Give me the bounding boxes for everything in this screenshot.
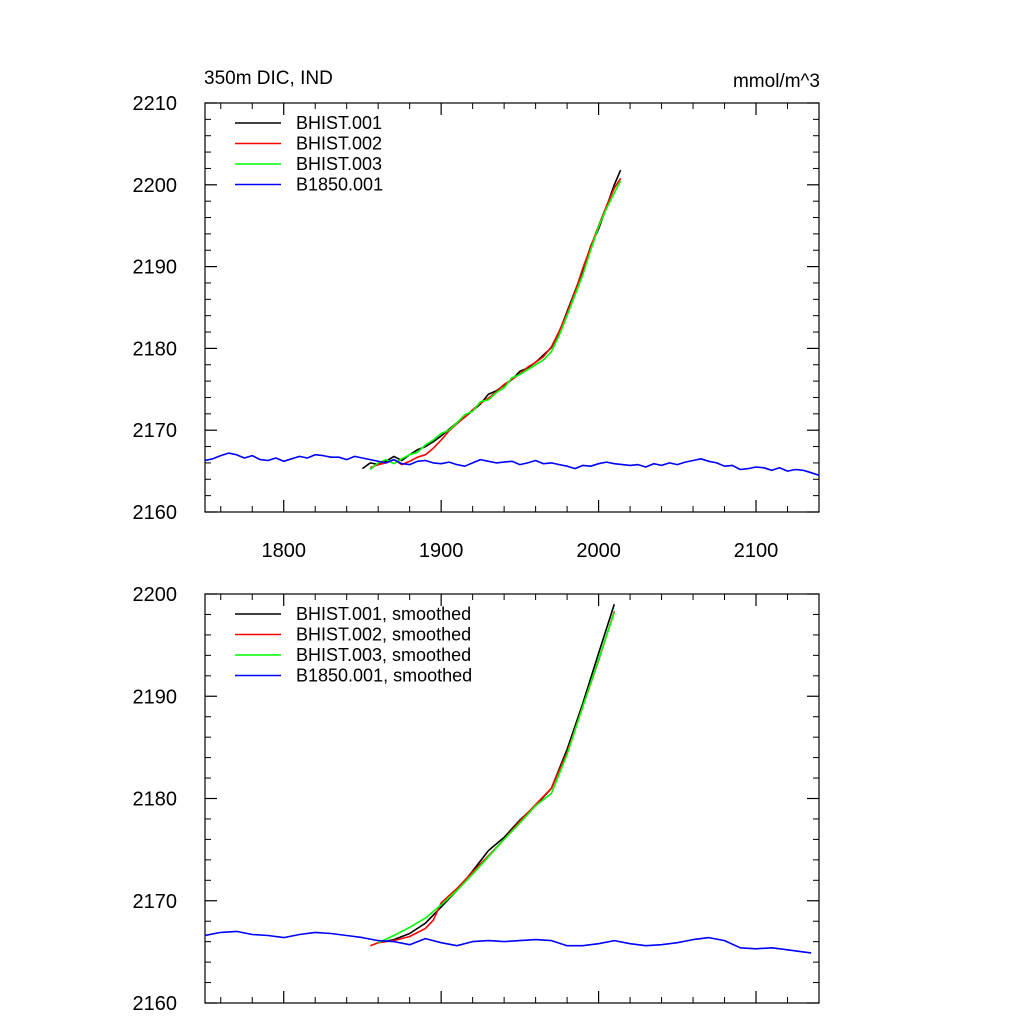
y-tick-label: 2190 [133,257,178,279]
legend-label: BHIST.001, smoothed [296,604,471,624]
x-tick-label: 1800 [261,540,306,562]
legend-label: BHIST.002 [296,134,382,154]
x-tick-label: 1900 [419,540,464,562]
y-tick-label: 2170 [133,891,178,913]
y-tick-label: 2190 [133,686,178,708]
series-line-bhist-001 [361,169,622,470]
legend-label: BHIST.003, smoothed [296,645,471,665]
series-line-bhist-003-smoothed [377,612,616,944]
series-line-bhist-003 [369,180,622,471]
series-line-b1850-001 [205,452,819,476]
y-tick-label: 2170 [133,420,178,442]
y-tick-label: 2160 [133,502,178,524]
x-tick-label: 2000 [576,540,621,562]
legend-label: BHIST.002, smoothed [296,625,471,645]
top-panel: 350m DIC, IND mmol/m^3 1800 1900 2000 2100 2… [133,68,821,562]
x-tick-label: 2100 [734,540,779,562]
y-tick-label: 2210 [133,93,178,115]
legend-label: BHIST.003 [296,154,382,174]
series-line-b1850-001-smoothed [205,930,812,954]
y-tick-label: 2180 [133,789,178,811]
legend-label: B1850.001 [296,175,383,195]
y-tick-label: 2180 [133,338,178,360]
panel-units: mmol/m^3 [733,71,820,92]
series-line-bhist-001-smoothed [378,603,616,944]
plot-frame [204,102,820,513]
legend-label: B1850.001, smoothed [296,666,472,686]
panel-title: 350m DIC, IND [204,68,333,89]
y-tick-label: 2200 [133,175,178,197]
y-tick-label: 2200 [133,584,178,606]
legend-label: BHIST.001 [296,113,382,133]
y-tick-label: 2160 [133,993,178,1015]
series-line-bhist-002 [369,177,622,469]
